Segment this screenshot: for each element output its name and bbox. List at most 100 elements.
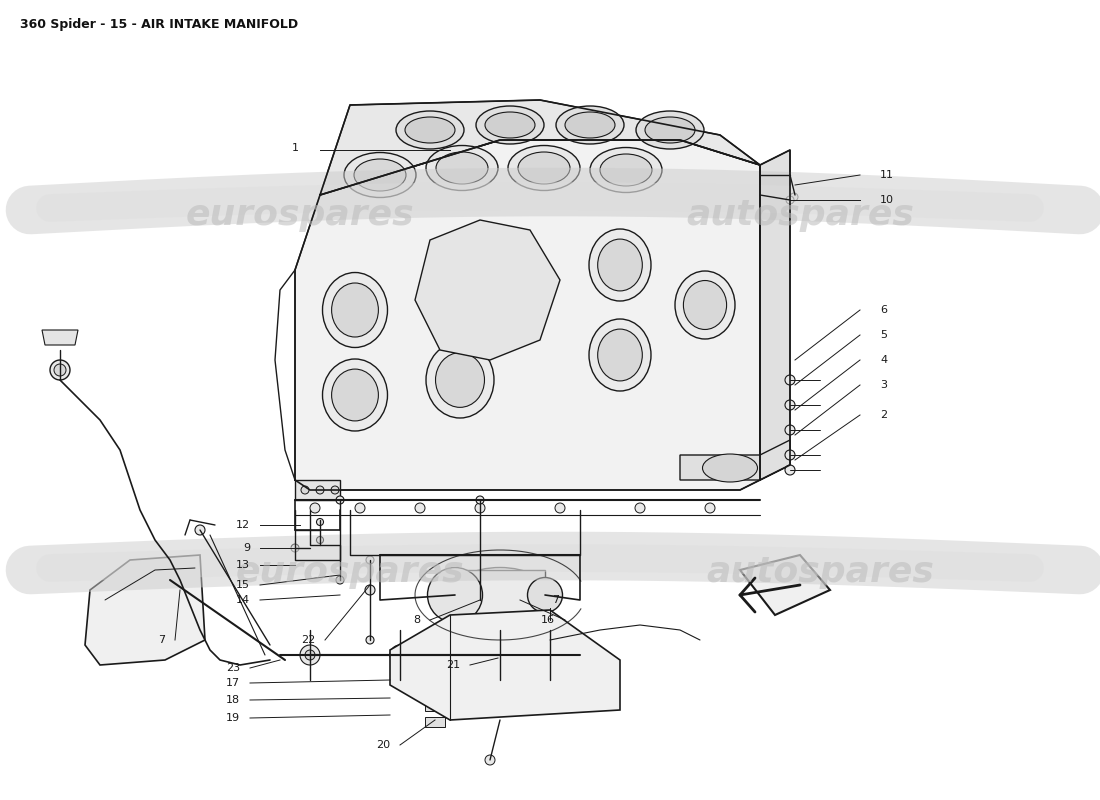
Polygon shape: [740, 555, 830, 615]
Text: autospares: autospares: [706, 555, 934, 589]
Polygon shape: [85, 555, 205, 665]
Ellipse shape: [588, 229, 651, 301]
Text: 19: 19: [226, 713, 240, 723]
Ellipse shape: [597, 239, 642, 291]
Ellipse shape: [703, 454, 758, 482]
Text: 7: 7: [552, 595, 559, 605]
Ellipse shape: [426, 342, 494, 418]
Polygon shape: [390, 610, 620, 720]
Text: 16: 16: [541, 615, 556, 625]
Circle shape: [476, 602, 484, 609]
Ellipse shape: [428, 567, 483, 622]
Circle shape: [316, 486, 324, 494]
Text: 14: 14: [235, 595, 250, 605]
Circle shape: [785, 375, 795, 385]
Polygon shape: [295, 140, 760, 490]
Ellipse shape: [556, 106, 624, 144]
Text: 2: 2: [880, 410, 887, 420]
Circle shape: [305, 650, 315, 660]
Polygon shape: [320, 100, 760, 195]
Text: 22: 22: [300, 635, 315, 645]
Text: 6: 6: [880, 305, 887, 315]
Circle shape: [292, 544, 299, 552]
Circle shape: [366, 556, 374, 564]
Circle shape: [50, 360, 70, 380]
Text: autospares: autospares: [686, 198, 914, 232]
Polygon shape: [295, 480, 340, 500]
Text: 7: 7: [158, 635, 165, 645]
Ellipse shape: [396, 111, 464, 149]
Ellipse shape: [588, 319, 651, 391]
Circle shape: [300, 645, 320, 665]
Circle shape: [544, 650, 556, 660]
Circle shape: [301, 486, 309, 494]
Text: 21: 21: [446, 660, 460, 670]
Circle shape: [390, 645, 410, 665]
Ellipse shape: [645, 117, 695, 143]
Ellipse shape: [322, 273, 387, 347]
Text: 23: 23: [226, 663, 240, 673]
Ellipse shape: [476, 106, 544, 144]
Text: 18: 18: [226, 695, 240, 705]
Circle shape: [785, 425, 795, 435]
Circle shape: [785, 465, 795, 475]
Ellipse shape: [436, 152, 488, 184]
Circle shape: [495, 650, 505, 660]
Ellipse shape: [597, 329, 642, 381]
Polygon shape: [455, 570, 544, 620]
Circle shape: [476, 496, 484, 504]
Circle shape: [785, 450, 795, 460]
Ellipse shape: [528, 578, 562, 613]
Circle shape: [556, 503, 565, 513]
Polygon shape: [680, 440, 790, 480]
Circle shape: [415, 503, 425, 513]
Text: 15: 15: [236, 580, 250, 590]
Circle shape: [317, 537, 323, 543]
Circle shape: [474, 584, 486, 596]
Circle shape: [490, 645, 510, 665]
Text: 4: 4: [880, 355, 887, 365]
Text: 12: 12: [235, 520, 250, 530]
Text: 13: 13: [236, 560, 250, 570]
Text: 11: 11: [880, 170, 894, 180]
Text: eurospares: eurospares: [186, 198, 415, 232]
Polygon shape: [760, 150, 790, 480]
Text: 3: 3: [880, 380, 887, 390]
Ellipse shape: [426, 146, 498, 190]
Ellipse shape: [354, 159, 406, 191]
Polygon shape: [425, 685, 446, 695]
Ellipse shape: [405, 117, 455, 143]
Polygon shape: [42, 330, 78, 345]
Polygon shape: [425, 670, 446, 680]
Ellipse shape: [675, 271, 735, 339]
Text: 20: 20: [376, 740, 390, 750]
Circle shape: [336, 576, 344, 584]
Circle shape: [485, 755, 495, 765]
Ellipse shape: [322, 359, 387, 431]
Text: 5: 5: [880, 330, 887, 340]
Circle shape: [366, 636, 374, 644]
Text: 9: 9: [243, 543, 250, 553]
Text: eurospares: eurospares: [235, 555, 464, 589]
Text: 8: 8: [412, 615, 420, 625]
Ellipse shape: [590, 147, 662, 193]
Circle shape: [705, 503, 715, 513]
Circle shape: [790, 193, 798, 201]
Ellipse shape: [437, 263, 483, 317]
Ellipse shape: [600, 154, 652, 186]
Ellipse shape: [331, 369, 378, 421]
Circle shape: [331, 486, 339, 494]
Circle shape: [365, 585, 375, 595]
Ellipse shape: [683, 281, 727, 330]
Polygon shape: [425, 701, 446, 711]
Circle shape: [786, 196, 794, 204]
Polygon shape: [425, 717, 446, 727]
Ellipse shape: [508, 146, 580, 190]
Circle shape: [540, 645, 560, 665]
Ellipse shape: [565, 112, 615, 138]
Circle shape: [195, 525, 205, 535]
Ellipse shape: [436, 353, 484, 407]
Ellipse shape: [636, 111, 704, 149]
Text: 10: 10: [880, 195, 894, 205]
Circle shape: [635, 503, 645, 513]
